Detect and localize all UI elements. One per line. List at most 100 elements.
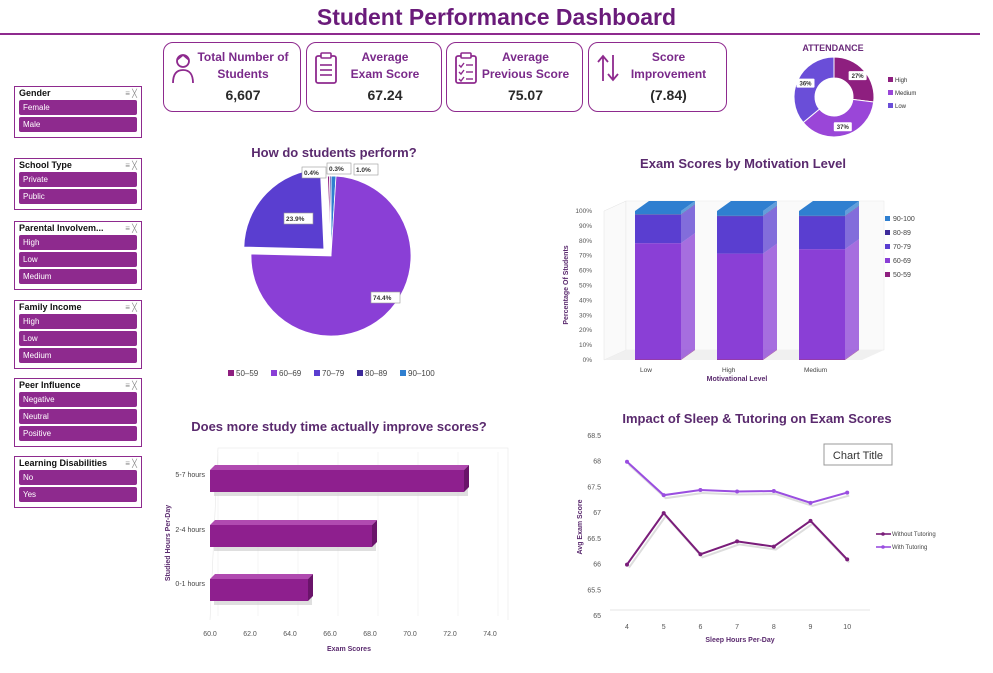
multi-select-icon[interactable]: ≡ (125, 381, 130, 390)
performance-legend-item: 60–69 (279, 369, 302, 378)
motivation-bar-side (763, 206, 777, 254)
sleep-y-tick: 65 (593, 613, 601, 620)
motivation-bar-segment (717, 359, 763, 360)
slicer-item[interactable]: Private (19, 172, 137, 187)
multi-select-icon[interactable]: ≡ (125, 303, 130, 312)
slicer-item[interactable]: Male (19, 117, 137, 132)
study-x-tick: 68.0 (363, 631, 377, 638)
legend-marker (881, 545, 885, 549)
slicer-item[interactable]: Low (19, 252, 137, 267)
slicer-title: Family Income (19, 302, 82, 312)
slicer-item[interactable]: Positive (19, 426, 137, 441)
motivation-chart-title: Exam Scores by Motivation Level (640, 156, 846, 171)
attendance-label-bg (796, 78, 815, 88)
study-time-chart: Does more study time actually improve sc… (165, 419, 509, 653)
sleep-x-axis-label: Sleep Hours Per-Day (705, 637, 774, 644)
sleep-point (845, 490, 850, 495)
motivation-y-axis-label: Percentage Of Students (563, 245, 570, 324)
study-bar-side (308, 574, 313, 601)
multi-select-icon[interactable]: ≡ (125, 224, 130, 233)
sleep-chart-title: Impact of Sleep & Tutoring on Exam Score… (622, 411, 891, 426)
multi-select-icon[interactable]: ≡ (125, 161, 130, 170)
motivation-bar-side (763, 201, 777, 216)
attendance-legend-medium: Medium (895, 91, 916, 97)
performance-label-box (301, 166, 327, 179)
slicer-item[interactable]: Medium (19, 269, 137, 284)
clear-filter-icon[interactable]: ╳ (132, 161, 137, 170)
clear-filter-icon[interactable]: ╳ (132, 89, 137, 98)
multi-select-icon[interactable]: ≡ (125, 89, 130, 98)
motivation-y-tick: 10% (579, 342, 592, 349)
slicer-header: Family Income ≡ ╳ (15, 301, 141, 314)
sleep-line-with-tutoring (626, 460, 848, 504)
sleep-tutoring-chart: Impact of Sleep & Tutoring on Exam Score… (577, 411, 936, 644)
slicer-header: Parental Involvem... ≡ ╳ (15, 222, 141, 235)
legend-swatch (357, 370, 363, 376)
clear-filter-icon[interactable]: ╳ (132, 381, 137, 390)
performance-legend-item: 50–59 (236, 369, 259, 378)
motivation-bar-side (845, 349, 859, 360)
motivation-bar-side (681, 204, 695, 244)
performance-data-label: 1.0% (356, 167, 371, 174)
kpi-value: (7.84) (650, 87, 687, 103)
study-y-tick: 0-1 hours (175, 581, 205, 588)
study-y-tick: 2-4 hours (175, 527, 205, 534)
slicer-parental-involvem: Parental Involvem... ≡ ╳ High Low Medium (14, 221, 142, 290)
performance-data-label: 0.4% (304, 170, 319, 177)
legend-marker (881, 532, 885, 536)
clear-filter-icon[interactable]: ╳ (132, 303, 137, 312)
legend-swatch (885, 216, 890, 221)
performance-data-label: 23.9% (286, 216, 305, 223)
slicer-item[interactable]: Negative (19, 392, 137, 407)
sleep-y-tick: 67 (593, 510, 601, 517)
study-chart-title: Does more study time actually improve sc… (191, 419, 487, 434)
sleep-y-tick: 65.5 (587, 587, 601, 594)
motivation-legend-item: 90-100 (893, 216, 915, 223)
slicer-item[interactable]: Yes (19, 487, 137, 502)
legend-swatch (885, 244, 890, 249)
attendance-chart: ATTENDANCE 27% 37% 36% High Medium Low (793, 43, 916, 138)
sleep-x-tick: 6 (698, 624, 702, 631)
clear-filter-icon[interactable]: ╳ (132, 224, 137, 233)
study-x-tick: 70.0 (403, 631, 417, 638)
slicer-item[interactable]: No (19, 470, 137, 485)
slicer-item[interactable]: Female (19, 100, 137, 115)
attendance-legend-high: High (895, 78, 907, 84)
sleep-point (661, 511, 666, 516)
slicer-item[interactable]: High (19, 235, 137, 250)
clear-filter-icon[interactable]: ╳ (132, 459, 137, 468)
motivation-bar-segment (799, 359, 845, 360)
motivation-bar-segment (717, 211, 763, 216)
slicer-item[interactable]: Public (19, 189, 137, 204)
title-underline (0, 33, 980, 35)
performance-legend-item: 80–89 (365, 369, 388, 378)
attendance-slice-medium (802, 98, 875, 138)
study-bar (210, 525, 372, 547)
chart-title-placeholder-box[interactable] (823, 443, 893, 466)
study-x-tick: 60.0 (203, 631, 217, 638)
clipboard-check-icon (455, 52, 477, 84)
slicer-item[interactable]: Neutral (19, 409, 137, 424)
slicer-family-income: Family Income ≡ ╳ High Low Medium (14, 300, 142, 369)
slicer-item[interactable]: High (19, 314, 137, 329)
sleep-line-shadow (628, 463, 850, 507)
motivation-x-tick: Low (640, 367, 652, 374)
legend-swatch (888, 103, 893, 108)
slicer-item[interactable]: Medium (19, 348, 137, 363)
kpi-card-score-improvement: Score Improvement (7.84) (588, 42, 727, 112)
sleep-point (808, 500, 813, 505)
sleep-legend-item: Without Tutoring (892, 532, 936, 538)
slicer-item[interactable]: Low (19, 331, 137, 346)
motivation-bar-top (799, 201, 859, 211)
chart-title-placeholder: Chart Title (833, 450, 883, 462)
kpi-label: Average Exam Score (350, 50, 420, 81)
sleep-x-tick: 8 (772, 624, 776, 631)
motivation-bar-side (845, 206, 859, 250)
side-wall (603, 200, 627, 361)
motivation-y-tick: 80% (579, 238, 592, 245)
attendance-legend-low: Low (895, 104, 907, 110)
multi-select-icon[interactable]: ≡ (125, 459, 130, 468)
attendance-data-label: 37% (837, 125, 850, 131)
motivation-bar-side (763, 349, 777, 360)
motivation-bar-segment (635, 211, 681, 215)
